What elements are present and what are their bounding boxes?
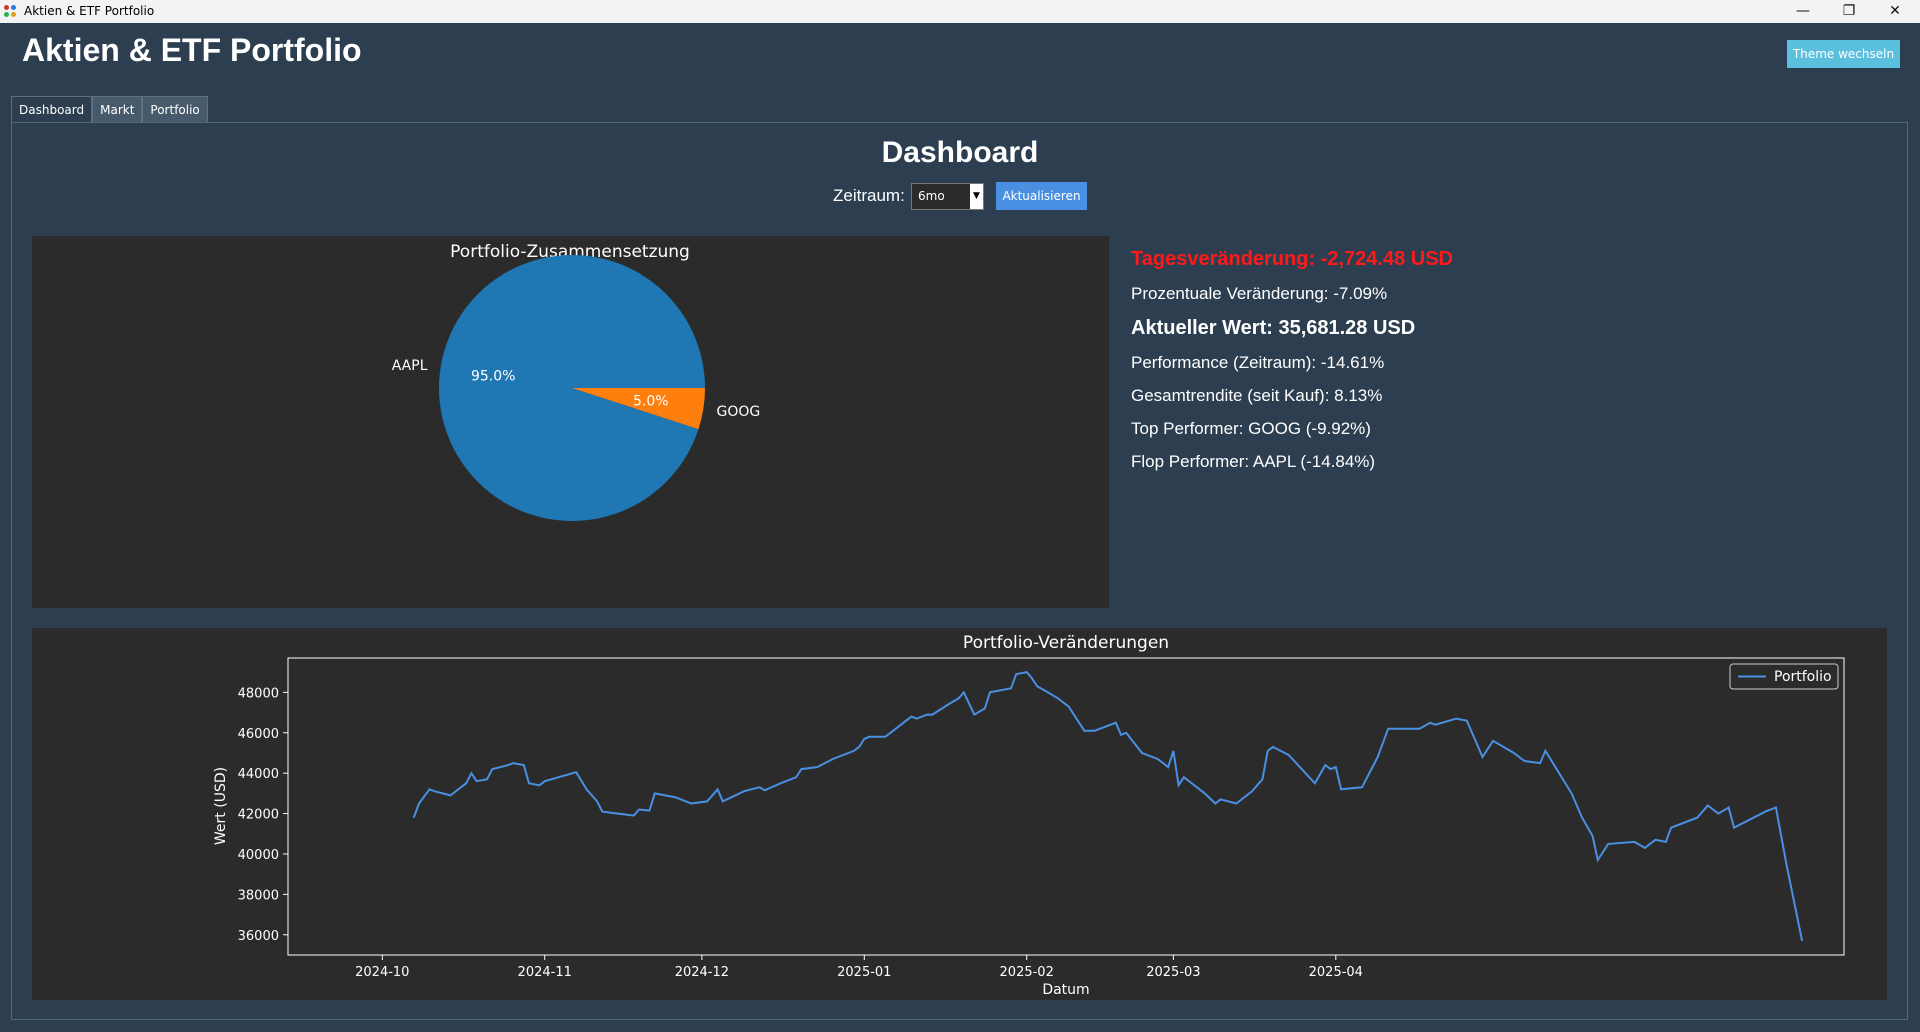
- y-tick-label: 36000: [238, 929, 279, 944]
- x-tick-label: 2025-01: [837, 965, 891, 980]
- x-axis-label: Datum: [1042, 982, 1089, 998]
- y-tick-label: 42000: [238, 808, 279, 823]
- pie-label-aapl: AAPL: [392, 358, 428, 374]
- tab-markt[interactable]: Markt: [92, 96, 143, 123]
- x-tick-label: 2024-12: [675, 965, 729, 980]
- plot-area: [287, 657, 1845, 956]
- pie-slice-aapl: [439, 254, 705, 521]
- performance-period: Performance (Zeitraum): -14.61%: [1131, 353, 1385, 372]
- app-title: Aktien & ETF Portfolio: [22, 32, 362, 68]
- y-tick-label: 40000: [238, 848, 279, 863]
- percent-change: Prozentuale Veränderung: -7.09%: [1131, 284, 1388, 303]
- y-axis-label: Wert (USD): [213, 767, 229, 845]
- current-value: Aktueller Wert: 35,681.28 USD: [1131, 317, 1416, 339]
- pie-chart: Portfolio-Zusammensetzung AAPL 95.0% GOOG 5…: [392, 242, 760, 521]
- y-tick-label: 38000: [238, 888, 279, 903]
- pie-label-goog: GOOG: [716, 404, 760, 420]
- dashboard-panel: [11, 122, 1908, 1020]
- tab-bar: Dashboard Markt Portfolio: [11, 96, 208, 123]
- x-tick-label: 2024-10: [355, 965, 409, 980]
- tab-dashboard[interactable]: Dashboard: [11, 96, 93, 123]
- x-tick-label: 2025-02: [1000, 965, 1054, 980]
- flop-performer: Flop Performer: AAPL (-14.84%): [1131, 452, 1376, 471]
- line-chart-panel: Portfolio-Veränderungen 36000 38000 40000 4…: [32, 628, 1887, 1000]
- restore-icon[interactable]: ❐: [1842, 3, 1856, 19]
- y-tick-label: 48000: [238, 686, 279, 701]
- top-performer: Top Performer: GOOG (-9.92%): [1131, 419, 1371, 438]
- series-line-portfolio: [412, 671, 1804, 942]
- total-return: Gesamtrendite (seit Kauf): 8.13%: [1131, 386, 1383, 405]
- y-tick-label: 46000: [238, 727, 279, 742]
- y-tick-label: 44000: [238, 767, 279, 782]
- line-chart: Portfolio-Veränderungen 36000 38000 40000 4…: [213, 633, 1845, 998]
- refresh-button[interactable]: Aktualisieren: [996, 182, 1087, 210]
- pie-slice-goog: [572, 388, 705, 430]
- daily-change: Tagesveränderung: -2,724.48 USD: [1131, 248, 1453, 270]
- theme-switch-button[interactable]: Theme wechseln: [1787, 40, 1900, 68]
- zeitraum-select[interactable]: 6mo ▼: [911, 183, 984, 210]
- pie-chart-panel: Portfolio-Zusammensetzung AAPL 95.0% GOOG 5…: [32, 236, 1109, 608]
- legend-entry-portfolio: Portfolio: [1774, 669, 1832, 685]
- zeitraum-label: Zeitraum:: [833, 186, 905, 205]
- line-chart-title: Portfolio-Veränderungen: [963, 633, 1169, 653]
- legend-box: [1729, 663, 1839, 690]
- pie-percent-aapl: 95.0%: [471, 369, 515, 385]
- x-tick-label: 2024-11: [518, 965, 572, 980]
- x-tick-label: 2025-04: [1309, 965, 1363, 980]
- app-icon: [4, 5, 17, 18]
- legend: Portfolio: [1729, 663, 1839, 690]
- window-titlebar: Aktien & ETF Portfolio — ❐ ✕: [0, 0, 1920, 23]
- pie-percent-goog: 5.0%: [633, 393, 669, 409]
- zeitraum-value: 6mo: [918, 189, 945, 203]
- dashboard-title: Dashboard: [881, 136, 1039, 169]
- x-tick-label: 2025-03: [1146, 965, 1200, 980]
- chevron-down-icon[interactable]: ▼: [970, 184, 983, 209]
- window-title: Aktien & ETF Portfolio: [24, 4, 155, 18]
- minimize-icon[interactable]: —: [1796, 3, 1810, 19]
- pie-chart-title: Portfolio-Zusammensetzung: [450, 242, 690, 262]
- tab-portfolio[interactable]: Portfolio: [142, 96, 208, 123]
- close-icon[interactable]: ✕: [1889, 3, 1901, 19]
